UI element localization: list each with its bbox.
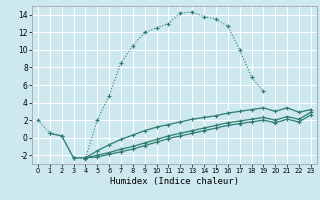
X-axis label: Humidex (Indice chaleur): Humidex (Indice chaleur) [110,177,239,186]
